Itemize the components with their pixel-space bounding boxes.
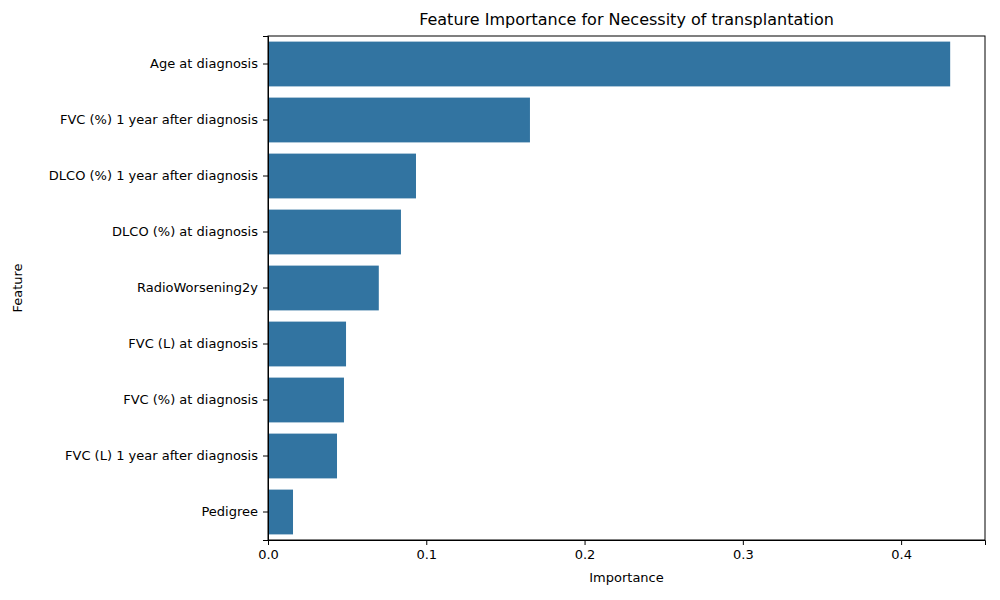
y-tick-mark	[263, 456, 268, 457]
y-tick-label: FVC (L) at diagnosis	[128, 336, 258, 351]
y-tick: RadioWorsening2y	[137, 280, 268, 295]
x-axis-line	[269, 541, 986, 546]
x-tick: 0.1	[416, 540, 437, 562]
x-tick: 0.3	[733, 540, 754, 562]
x-axis: 0.0 0.1 0.2 0.3 0.4	[258, 540, 985, 562]
chart-title: Feature Importance for Necessity of tran…	[419, 10, 834, 29]
y-tick-label: FVC (%) at diagnosis	[123, 392, 258, 407]
y-tick-mark	[263, 288, 268, 289]
bar	[268, 154, 416, 199]
bar	[268, 490, 293, 535]
bar	[268, 266, 379, 311]
y-tick: Age at diagnosis	[150, 56, 268, 71]
y-tick-mark	[263, 344, 268, 345]
plot-frame	[268, 36, 985, 540]
y-tick: FVC (%) 1 year after diagnosis	[60, 112, 268, 127]
x-tick-label: 0.0	[258, 547, 279, 562]
y-tick-mark	[263, 400, 268, 401]
x-tick-label: 0.1	[416, 547, 437, 562]
bar	[268, 322, 346, 367]
y-tick-mark	[263, 232, 268, 233]
x-tick-mark	[901, 540, 902, 545]
y-tick-mark	[263, 176, 268, 177]
y-tick-mark	[263, 512, 268, 513]
bars	[268, 42, 950, 535]
y-tick-label: Pedigree	[201, 504, 258, 519]
x-tick: 0.0	[258, 540, 279, 562]
x-tick-label: 0.4	[891, 547, 912, 562]
x-tick: 0.2	[575, 540, 596, 562]
x-tick-mark	[743, 540, 744, 545]
y-tick-label: FVC (%) 1 year after diagnosis	[60, 112, 258, 127]
y-tick-label: FVC (L) 1 year after diagnosis	[65, 448, 258, 463]
y-tick: FVC (L) 1 year after diagnosis	[65, 448, 268, 463]
plot-area: 0.0 0.1 0.2 0.3 0.4 Age at diagnosis FVC (%) 1…	[49, 36, 986, 562]
chart: 0.0 0.1 0.2 0.3 0.4 Age at diagnosis FVC (%) 1…	[0, 0, 1000, 600]
y-tick: FVC (L) at diagnosis	[128, 336, 268, 351]
x-tick-label: 0.2	[575, 547, 596, 562]
y-tick: DLCO (%) 1 year after diagnosis	[49, 168, 268, 183]
y-tick-mark	[263, 120, 268, 121]
y-tick: DLCO (%) at diagnosis	[112, 224, 268, 239]
y-tick-label: RadioWorsening2y	[137, 280, 258, 295]
bar	[268, 210, 401, 255]
x-tick: 0.4	[891, 540, 912, 562]
y-axis: Age at diagnosis FVC (%) 1 year after dia…	[49, 37, 269, 541]
x-tick-mark	[426, 540, 427, 545]
y-tick: FVC (%) at diagnosis	[123, 392, 268, 407]
y-tick: Pedigree	[201, 504, 268, 519]
x-tick-mark	[585, 540, 586, 545]
x-axis-title: Importance	[589, 570, 664, 585]
y-tick-label: DLCO (%) 1 year after diagnosis	[49, 168, 258, 183]
bar	[268, 42, 950, 87]
y-tick-label: Age at diagnosis	[150, 56, 258, 71]
bar	[268, 98, 530, 143]
y-tick-label: DLCO (%) at diagnosis	[112, 224, 258, 239]
y-axis-title: Feature	[10, 263, 25, 312]
bar	[268, 378, 344, 423]
x-tick-label: 0.3	[733, 547, 754, 562]
y-tick-mark	[263, 64, 268, 65]
bar	[268, 434, 337, 479]
